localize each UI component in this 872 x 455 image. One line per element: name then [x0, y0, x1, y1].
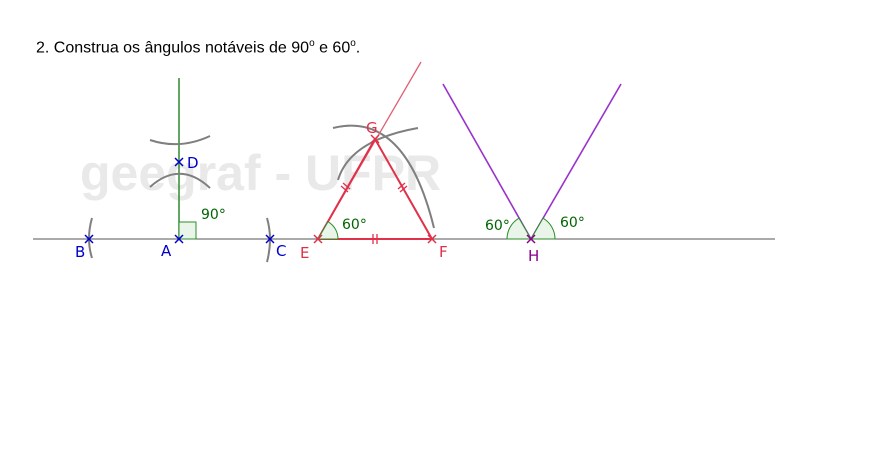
arc-from-b: [149, 135, 211, 146]
point-g-label: G: [366, 119, 378, 137]
tick-marks: [340, 182, 408, 244]
point-b-marker: [84, 234, 94, 244]
point-d-label: D: [187, 154, 199, 172]
point-e-marker: [313, 234, 323, 244]
point-c-label: C: [276, 242, 286, 260]
point-g-marker: [370, 134, 380, 144]
exercise-title: 2. Construa os ângulos notáveis de 90o e…: [36, 38, 360, 57]
point-c-marker: [265, 234, 275, 244]
angle-h-right-arc: [530, 217, 556, 240]
point-h-marker: [526, 234, 536, 244]
ray-h-left: [442, 83, 532, 240]
point-b-label: B: [75, 243, 85, 261]
point-e-label: E: [300, 244, 309, 262]
point-d-marker: [174, 157, 184, 167]
title-prefix: 2. Construa os ângulos notáveis de 90: [36, 39, 310, 57]
arc-from-e: [332, 124, 435, 229]
angle-h-left-label: 60°: [485, 218, 510, 234]
title-suffix: .: [355, 39, 361, 57]
angle-h-left-arc: [506, 217, 532, 240]
title-mid: e 60: [314, 39, 351, 57]
degree-mark-90: o: [309, 38, 315, 49]
point-f-label: F: [439, 243, 448, 261]
right-angle-marker: [178, 221, 197, 240]
degree-mark-60: o: [350, 38, 356, 49]
right-angle-label: 90°: [201, 207, 226, 223]
arc-from-c: [149, 172, 211, 189]
ray-h-right: [530, 83, 622, 240]
arc-from-f: [337, 127, 419, 181]
angle-e-label: 60°: [342, 217, 367, 233]
point-a-marker: [174, 234, 184, 244]
watermark: geegraf - UFPR: [80, 145, 441, 201]
point-a-label: A: [161, 242, 172, 260]
point-f-marker: [427, 234, 437, 244]
angle-h-right-label: 60°: [560, 215, 585, 231]
angle-e-arc: [317, 221, 339, 240]
point-h-label: H: [528, 247, 539, 265]
